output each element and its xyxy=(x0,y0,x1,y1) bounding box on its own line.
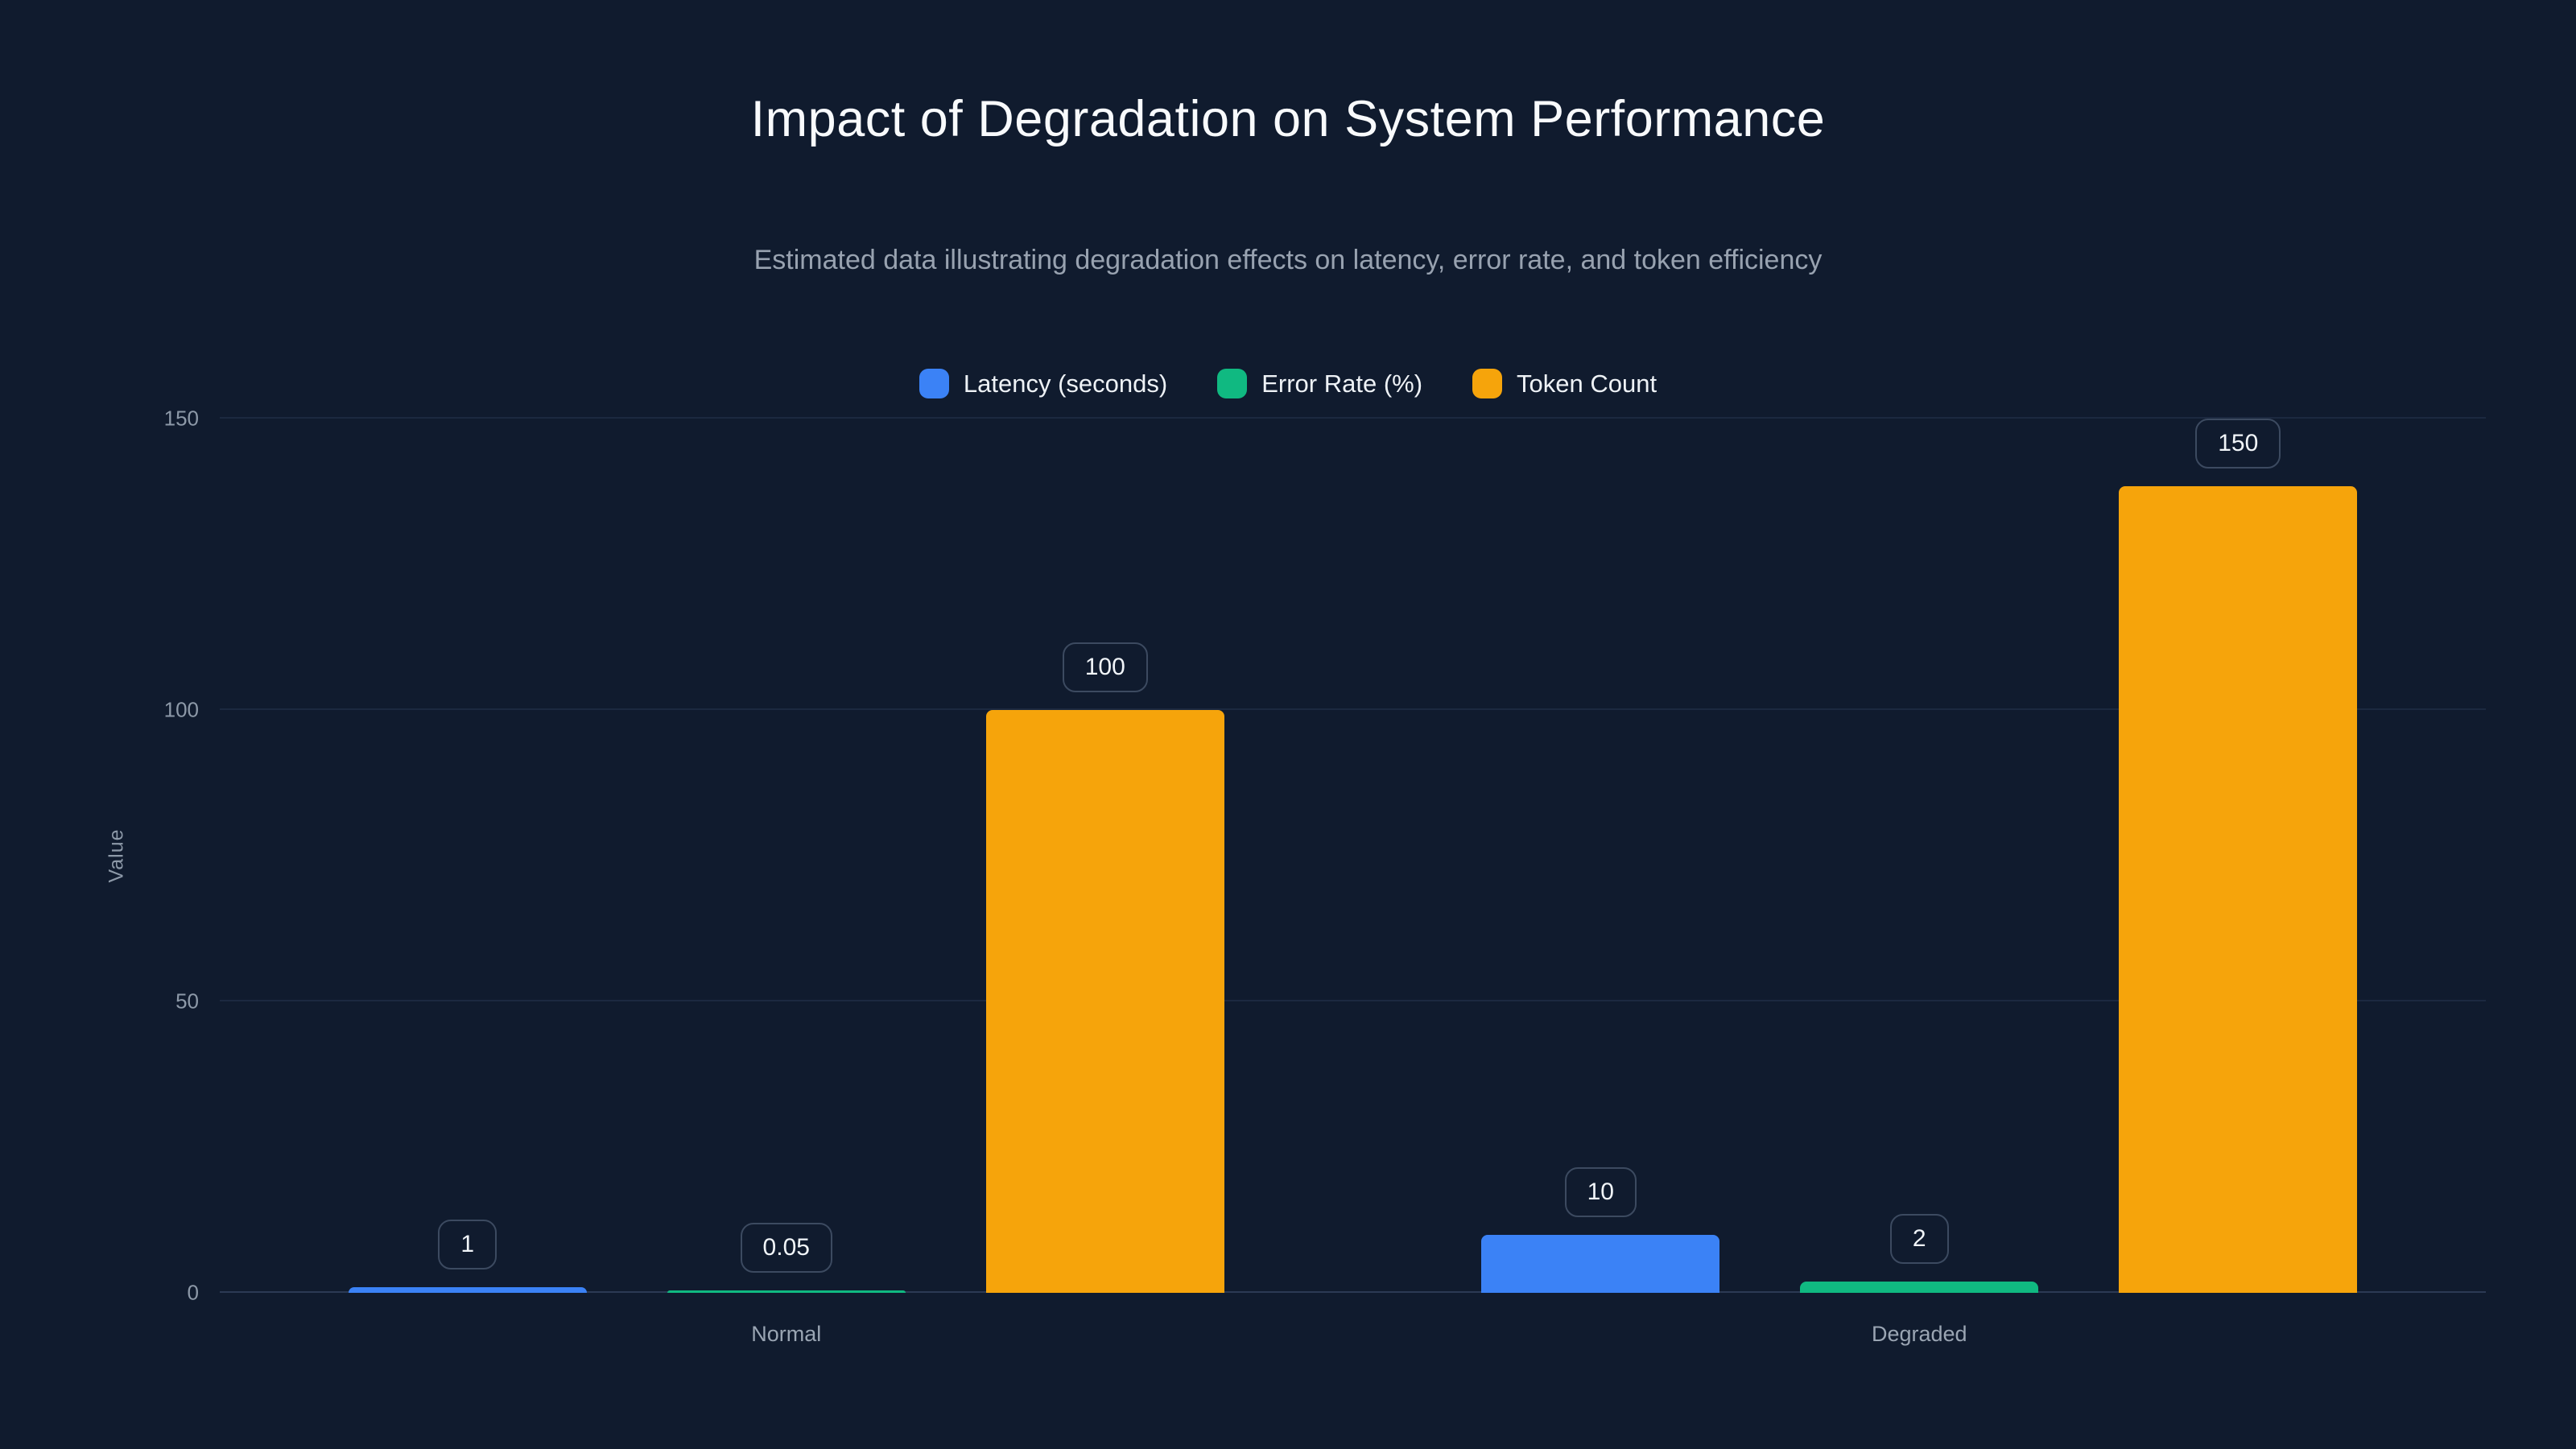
x-category-label-normal: Normal xyxy=(751,1322,822,1346)
value-label-error-rate-degraded: 2 xyxy=(1889,1213,1949,1264)
bar-group-normal: 1 0.05 100 xyxy=(220,419,1353,1293)
legend-swatch-error-rate xyxy=(1217,369,1248,398)
gridline-100 xyxy=(220,708,2486,710)
x-axis-category-row: Normal Degraded xyxy=(220,1322,2486,1347)
bar-cell-error-rate-degraded: 2 xyxy=(1800,419,2039,1293)
bar-error-rate-degraded[interactable] xyxy=(1800,1281,2039,1293)
value-label-latency-seconds-normal: 1 xyxy=(438,1219,497,1269)
legend-item-latency-seconds[interactable]: Latency (seconds) xyxy=(919,369,1167,398)
legend-swatch-latency-seconds xyxy=(919,369,949,398)
value-label-latency-seconds-degraded: 10 xyxy=(1564,1166,1637,1217)
bar-token-count-degraded[interactable] xyxy=(2119,486,2358,1293)
y-axis-title: Value xyxy=(105,828,128,883)
legend: Latency (seconds) Error Rate (%) Token Cou… xyxy=(0,369,2576,398)
legend-label: Token Count xyxy=(1517,369,1657,398)
legend-label: Error Rate (%) xyxy=(1261,369,1423,398)
bar-group-degraded: 10 2 150 xyxy=(1353,419,2487,1293)
bar-latency-seconds-normal[interactable] xyxy=(348,1286,587,1293)
legend-item-error-rate[interactable]: Error Rate (%) xyxy=(1217,369,1422,398)
y-tick-label-100: 100 xyxy=(163,697,199,722)
bar-error-rate-normal[interactable] xyxy=(667,1290,906,1293)
bar-cell-latency-seconds-degraded: 10 xyxy=(1481,419,1720,1293)
value-label-token-count-normal: 100 xyxy=(1062,642,1148,692)
bar-cell-latency-seconds-normal: 1 xyxy=(348,419,587,1293)
plot-area: 1 0.05 100 10 2 150 Normal Degraded 0 50 100 150 xyxy=(164,407,2486,1346)
legend-item-token-count[interactable]: Token Count xyxy=(1472,369,1657,398)
x-category-label-degraded: Degraded xyxy=(1871,1322,1967,1346)
bar-cell-token-count-degraded: 150 xyxy=(2119,419,2358,1293)
chart-subtitle: Estimated data illustrating degradation … xyxy=(753,245,1823,275)
bar-token-count-normal[interactable] xyxy=(985,710,1224,1293)
value-label-error-rate-normal: 0.05 xyxy=(740,1223,832,1273)
gridline-50 xyxy=(220,1000,2486,1001)
y-tick-label-150: 150 xyxy=(163,406,199,431)
value-label-token-count-degraded: 150 xyxy=(2195,419,2281,469)
chart-title: Impact of Degradation on System Performa… xyxy=(750,91,1826,147)
legend-swatch-token-count xyxy=(1472,369,1503,398)
gridline-0 xyxy=(220,1291,2486,1293)
y-tick-label-50: 50 xyxy=(175,989,199,1013)
legend-label: Latency (seconds) xyxy=(963,369,1168,398)
bar-cell-token-count-normal: 100 xyxy=(985,419,1224,1293)
bar-cell-error-rate-normal: 0.05 xyxy=(667,419,906,1293)
gridline-150 xyxy=(220,417,2486,419)
bar-latency-seconds-degraded[interactable] xyxy=(1481,1234,1720,1293)
y-tick-label-0: 0 xyxy=(187,1280,199,1305)
bar-groups-row: 1 0.05 100 10 2 150 xyxy=(220,419,2486,1293)
